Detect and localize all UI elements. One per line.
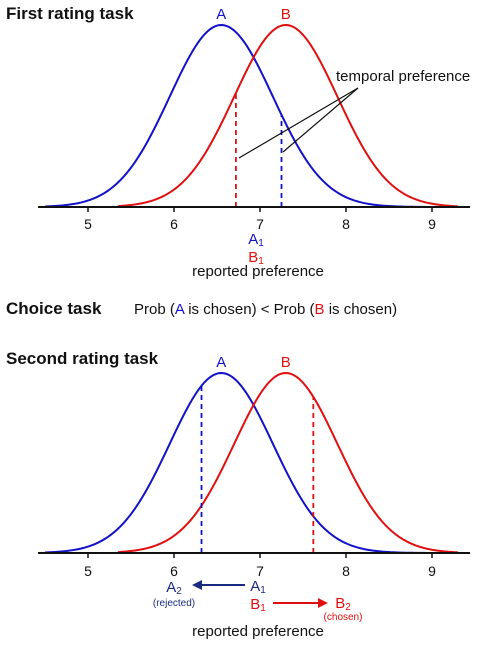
curve-a-label: A xyxy=(216,354,226,371)
x-tick-label: 5 xyxy=(84,216,92,232)
a1-label: A1 xyxy=(250,578,266,596)
second-task-heading: Second rating task xyxy=(6,349,159,368)
choice-task-heading: Choice task xyxy=(6,299,102,318)
a2-note: (rejected) xyxy=(153,598,195,609)
annotation-temporal-preference: temporal preference xyxy=(336,68,470,85)
x-tick-label: 8 xyxy=(342,216,350,232)
b1-label: B1 xyxy=(250,596,266,614)
b2-label: B2 xyxy=(335,595,351,613)
x-axis-label: reported preference xyxy=(192,263,324,280)
curve-a-label: A xyxy=(216,6,226,23)
x-tick-label: 5 xyxy=(84,563,92,579)
x-tick-label: 9 xyxy=(428,563,436,579)
x-ticks: 5 6 7 8 9 xyxy=(84,553,436,579)
x-axis-label: reported preference xyxy=(192,623,324,640)
b2-note: (chosen) xyxy=(324,612,363,623)
x-tick-label: 7 xyxy=(256,216,264,232)
a2-label: A2 xyxy=(166,579,182,597)
curve-b-label: B xyxy=(281,354,291,371)
x-ticks: 5 6 7 8 9 xyxy=(84,207,436,232)
arrow-head-b2 xyxy=(318,598,328,608)
a1-label: A1 xyxy=(248,231,264,249)
x-tick-label: 8 xyxy=(342,563,350,579)
b1-label: B1 xyxy=(248,249,264,267)
first-task-heading: First rating task xyxy=(6,4,134,23)
curve-b xyxy=(118,23,458,208)
first-task-panel: 5 6 7 8 9 A B temporal preference A1 B1 repo… xyxy=(38,6,470,280)
x-tick-label: 6 xyxy=(170,563,178,579)
x-tick-label: 9 xyxy=(428,216,436,232)
x-tick-label: 7 xyxy=(256,563,264,579)
x-tick-label: 6 xyxy=(170,216,178,232)
curve-b xyxy=(118,371,458,554)
second-task-panel: 5 6 7 8 9 A B A2 (rejected) A1 B1 B2 (chosen… xyxy=(38,354,470,640)
arrow-head-a2 xyxy=(192,580,202,590)
curve-a xyxy=(44,23,433,208)
annotation-line-a xyxy=(282,87,359,153)
annotation-line-b xyxy=(238,87,359,159)
curve-a xyxy=(44,371,433,554)
choice-formula: Prob (A is chosen) < Prob (B is chosen) xyxy=(134,301,397,318)
curve-b-label: B xyxy=(281,6,291,23)
